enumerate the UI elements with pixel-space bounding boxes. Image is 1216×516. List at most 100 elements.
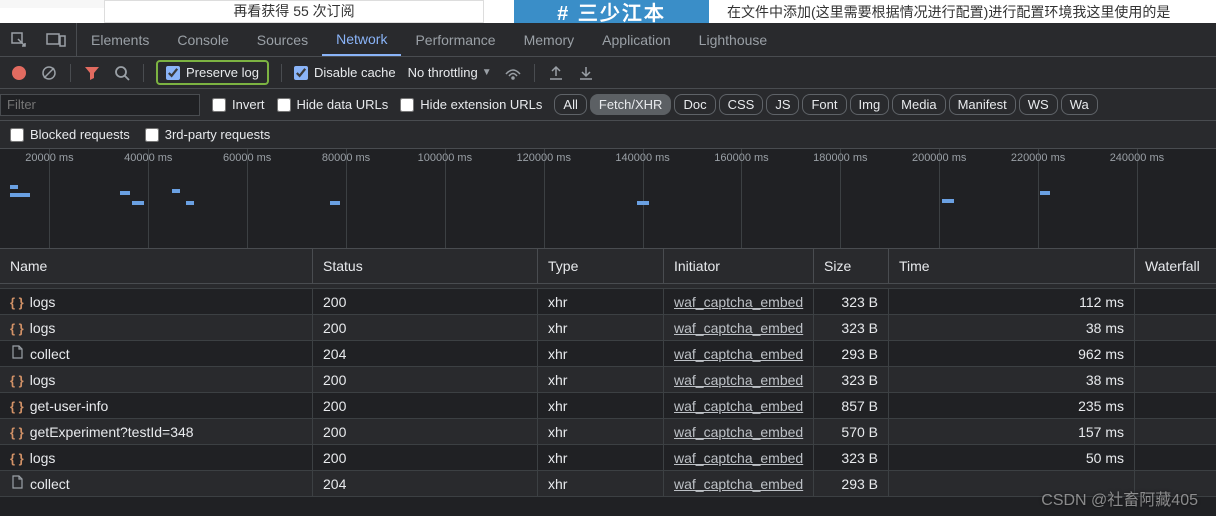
clear-button[interactable] (40, 64, 58, 82)
cell-size: 293 B (814, 341, 889, 366)
table-row[interactable]: { }logs200xhrwaf_captcha_embed323 B112 m… (0, 289, 1216, 315)
filter-icon[interactable] (83, 64, 101, 82)
timeline-tick: 40000 ms (124, 152, 172, 164)
cell-initiator[interactable]: waf_captcha_embed (664, 393, 814, 418)
cell-time: 38 ms (889, 367, 1135, 392)
col-type[interactable]: Type (538, 249, 664, 283)
cell-size: 323 B (814, 315, 889, 340)
table-body: { }logs200xhrwaf_captcha_embed323 B112 m… (0, 289, 1216, 497)
cell-status: 200 (313, 289, 538, 314)
filter-pill-doc[interactable]: Doc (674, 94, 715, 115)
timeline-bar (10, 193, 30, 197)
upload-icon[interactable] (547, 64, 565, 82)
tab-elements[interactable]: Elements (77, 23, 163, 56)
cell-status: 200 (313, 393, 538, 418)
cell-waterfall (1135, 341, 1216, 366)
tab-performance[interactable]: Performance (401, 23, 509, 56)
table-row[interactable]: collect204xhrwaf_captcha_embed293 B (0, 471, 1216, 497)
table-row[interactable]: { }logs200xhrwaf_captcha_embed323 B38 ms (0, 315, 1216, 341)
hide-data-urls-checkbox[interactable]: Hide data URLs (277, 97, 389, 112)
blocked-requests-checkbox[interactable]: Blocked requests (10, 127, 130, 142)
filter-pill-wa[interactable]: Wa (1061, 94, 1098, 115)
xhr-icon: { } (10, 398, 24, 414)
filter-pill-media[interactable]: Media (892, 94, 945, 115)
filter-pill-fetch-xhr[interactable]: Fetch/XHR (590, 94, 672, 115)
filter-pill-manifest[interactable]: Manifest (949, 94, 1016, 115)
timeline-tick: 180000 ms (813, 152, 867, 164)
timeline-tick: 100000 ms (418, 152, 472, 164)
inspect-icon[interactable] (10, 31, 28, 49)
invert-checkbox[interactable]: Invert (212, 97, 265, 112)
table-row[interactable]: collect204xhrwaf_captcha_embed293 B962 m… (0, 341, 1216, 367)
network-conditions-icon[interactable] (504, 64, 522, 82)
timeline-tick: 240000 ms (1110, 152, 1164, 164)
col-initiator[interactable]: Initiator (664, 249, 814, 283)
timeline-overview[interactable]: 20000 ms40000 ms60000 ms80000 ms100000 m… (0, 149, 1216, 249)
cell-initiator[interactable]: waf_captcha_embed (664, 289, 814, 314)
cell-size: 857 B (814, 393, 889, 418)
request-name: getExperiment?testId=348 (30, 424, 194, 440)
filter-input[interactable] (0, 94, 200, 116)
tab-memory[interactable]: Memory (510, 23, 589, 56)
cell-initiator[interactable]: waf_captcha_embed (664, 419, 814, 444)
filter-pill-font[interactable]: Font (802, 94, 846, 115)
filter-row: Invert Hide data URLs Hide extension URL… (0, 89, 1216, 121)
filter-pill-ws[interactable]: WS (1019, 94, 1058, 115)
search-icon[interactable] (113, 64, 131, 82)
device-icon[interactable] (46, 32, 66, 48)
cell-initiator[interactable]: waf_captcha_embed (664, 367, 814, 392)
timeline-tick: 20000 ms (25, 152, 73, 164)
cell-waterfall (1135, 315, 1216, 340)
cell-type: xhr (538, 367, 664, 392)
cell-size: 293 B (814, 471, 889, 496)
network-toolbar: Preserve log Disable cache No throttling… (0, 57, 1216, 89)
filter-pill-all[interactable]: All (554, 94, 586, 115)
record-button[interactable] (10, 64, 28, 82)
download-icon[interactable] (577, 64, 595, 82)
tab-network[interactable]: Network (322, 23, 401, 56)
page-card-1: 再看获得 55 次订阅 (104, 0, 484, 23)
table-row[interactable]: { }getExperiment?testId=348200xhrwaf_cap… (0, 419, 1216, 445)
throttling-select[interactable]: No throttling ▼ (408, 65, 492, 80)
tab-application[interactable]: Application (588, 23, 685, 56)
cell-time: 962 ms (889, 341, 1135, 366)
col-status[interactable]: Status (313, 249, 538, 283)
filter-pill-js[interactable]: JS (766, 94, 799, 115)
blocked-label: Blocked requests (30, 127, 130, 142)
cell-waterfall (1135, 289, 1216, 314)
cell-status: 204 (313, 341, 538, 366)
tab-lighthouse[interactable]: Lighthouse (685, 23, 782, 56)
cell-type: xhr (538, 393, 664, 418)
cell-initiator[interactable]: waf_captcha_embed (664, 315, 814, 340)
col-name[interactable]: Name (0, 249, 313, 283)
filter-pill-css[interactable]: CSS (719, 94, 764, 115)
xhr-icon: { } (10, 424, 24, 440)
frag-spacer (0, 0, 104, 8)
table-row[interactable]: { }logs200xhrwaf_captcha_embed323 B38 ms (0, 367, 1216, 393)
filter-row-2: Blocked requests 3rd-party requests (0, 121, 1216, 149)
table-row[interactable]: { }get-user-info200xhrwaf_captcha_embed8… (0, 393, 1216, 419)
third-party-checkbox[interactable]: 3rd-party requests (145, 127, 271, 142)
cell-size: 323 B (814, 289, 889, 314)
request-name: collect (30, 476, 70, 492)
xhr-icon: { } (10, 450, 24, 466)
hide-ext-urls-checkbox[interactable]: Hide extension URLs (400, 97, 542, 112)
preserve-log-checkbox[interactable]: Preserve log (166, 65, 259, 80)
tab-console[interactable]: Console (163, 23, 242, 56)
table-row[interactable]: { }logs200xhrwaf_captcha_embed323 B50 ms (0, 445, 1216, 471)
col-time[interactable]: Time (889, 249, 1135, 283)
col-waterfall[interactable]: Waterfall (1135, 249, 1216, 283)
cell-initiator[interactable]: waf_captcha_embed (664, 341, 814, 366)
col-size[interactable]: Size (814, 249, 889, 283)
filter-pill-img[interactable]: Img (850, 94, 890, 115)
request-name: logs (30, 450, 56, 466)
cell-initiator[interactable]: waf_captcha_embed (664, 471, 814, 496)
page-banner: # 三少江本 (514, 0, 709, 23)
xhr-icon: { } (10, 320, 24, 336)
cell-initiator[interactable]: waf_captcha_embed (664, 445, 814, 470)
tab-sources[interactable]: Sources (243, 23, 322, 56)
throttling-label: No throttling (408, 65, 478, 80)
document-icon (10, 475, 24, 492)
request-name: logs (30, 372, 56, 388)
disable-cache-checkbox[interactable]: Disable cache (294, 65, 396, 80)
